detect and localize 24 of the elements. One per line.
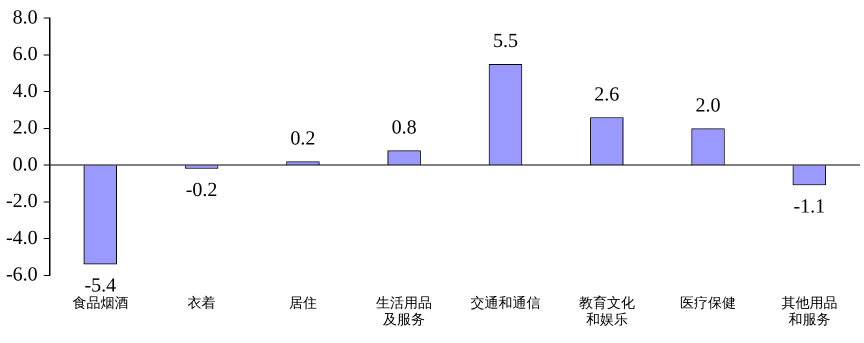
y-tick-label: 6.0 [12,43,38,66]
y-tick-label: -6.0 [6,264,38,286]
data-label: 2.6 [594,84,620,106]
x-tick-label: 交通和通信 [470,295,540,312]
data-label: 2.0 [696,94,721,117]
y-tick-label: 4.0 [12,80,38,102]
x-tick-label: 食品烟酒 [72,295,128,312]
y-tick-label: -4.0 [6,226,38,249]
x-tick-label: 医疗保健 [680,295,736,312]
x-tick-label: 居住 [288,295,317,312]
data-label: -5.4 [84,274,116,297]
y-tick-label: -2.0 [6,190,38,212]
x-tick-label: 教育文化和娱乐 [578,294,635,328]
y-tick-label: 0.0 [12,153,38,176]
data-label: -0.2 [186,179,218,202]
data-label: 0.2 [290,128,316,150]
y-tick-label: 2.0 [12,116,38,139]
data-label: 0.8 [392,116,417,139]
x-tick-label: 生活用品及服务 [376,295,432,328]
y-tick-label: 8.0 [12,6,38,28]
data-label: 5.5 [492,30,518,52]
x-tick-label: 衣着 [188,295,216,312]
x-tick-label: 其他用品和服务 [781,295,838,328]
data-label: -1.1 [794,196,826,218]
